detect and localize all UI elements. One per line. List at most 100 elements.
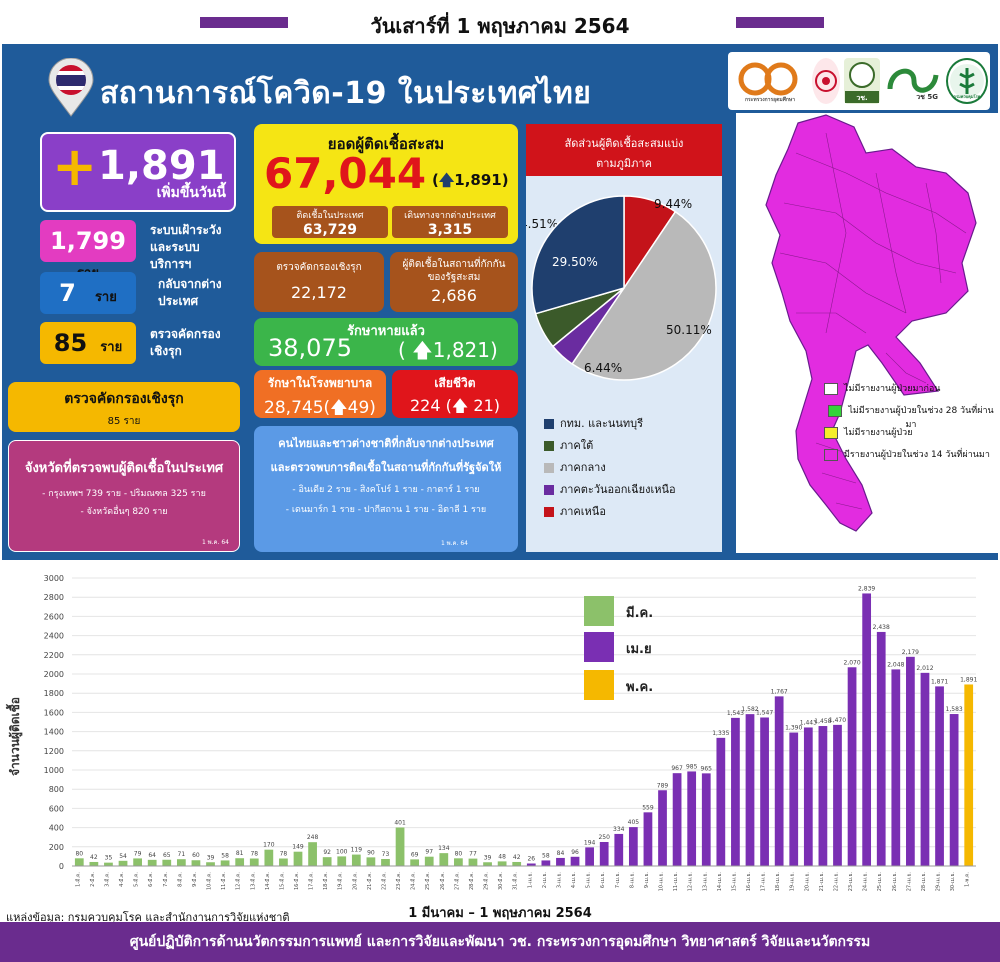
chart-bar-label: 35 xyxy=(105,855,113,862)
map-legend-3-label: มีรายงานผู้ป่วยในช่วง 14 วันที่ผ่านมา xyxy=(844,450,990,460)
deaths-label: เสียชีวิต xyxy=(434,376,476,390)
cumulative-delta: 1,891 xyxy=(454,171,502,189)
chart-x-tick: 11-มี.ค. xyxy=(220,872,227,890)
province-line-1: - กรุงเทพฯ 739 ราย - ปริมณฑล 325 ราย xyxy=(42,489,206,499)
chart-y-tick: 1600 xyxy=(44,708,64,717)
seal-icon xyxy=(812,58,840,104)
returnees-card: คนไทยและชาวต่างชาติที่กลับจากต่างประเทศ … xyxy=(254,426,518,552)
chart-bar-label: 965 xyxy=(701,765,713,772)
new-cases-card: + 1,891 เพิ่มขึ้นวันนี้ xyxy=(40,132,236,212)
chart-bar-label: 71 xyxy=(178,851,186,858)
chart-x-tick: 13-เม.ย. xyxy=(702,872,708,892)
active-screening-cumulative-value: 22,172 xyxy=(291,283,347,302)
chart-y-tick: 2400 xyxy=(44,632,64,641)
chart-x-tick: 19-มี.ค. xyxy=(337,872,344,890)
chart-y-tick: 1200 xyxy=(44,747,64,756)
chart-bar xyxy=(468,858,478,866)
chart-bar-label: 64 xyxy=(148,852,156,859)
returnees-line-3: - อินเดีย 2 ราย - สิงคโปร์ 1 ราย - กาตาร… xyxy=(292,485,480,495)
chart-x-tick: 23-มี.ค. xyxy=(395,872,402,890)
province-date: 1 พ.ค. 64 xyxy=(201,539,229,546)
map-legend-3: มีรายงานผู้ป่วยในช่วง 14 วันที่ผ่านมา xyxy=(824,447,990,461)
chart-bar xyxy=(803,727,813,866)
chart-y-tick: 2600 xyxy=(44,612,64,621)
chart-x-tick: 24-เม.ย. xyxy=(863,872,869,892)
page-title: สถานการณ์โควิด-19 ในประเทศไทย xyxy=(100,76,592,111)
returnees-date: 1 พ.ค. 64 xyxy=(440,540,468,547)
nrct-logo-text: วช. xyxy=(856,94,867,102)
active-screen-count: 85 xyxy=(53,329,88,357)
returnees-desc: กลับจากต่างประเทศ xyxy=(158,277,222,308)
chart-bar-label: 2,012 xyxy=(916,665,933,672)
chart-x-tick: 27-มี.ค. xyxy=(453,872,460,890)
chart-bar-label: 2,048 xyxy=(887,661,904,668)
footer-bar: ศูนย์ปฏิบัติการด้านนวัตกรรมการแพทย์ และก… xyxy=(0,922,1000,962)
chart-bar xyxy=(964,684,974,866)
chart-x-tick: 11-เม.ย. xyxy=(673,872,679,892)
chart-x-tick: 17-เม.ย. xyxy=(761,872,767,892)
pie-panel: 9.44% 50.11% 4.51% 6.44% 29.50% กทม. และนนทบ… xyxy=(520,176,722,552)
chart-bar-label: 96 xyxy=(571,849,579,856)
chart-x-tick: 1-เม.ย. xyxy=(527,872,533,889)
chart-bar xyxy=(628,827,638,866)
chart-x-tick: 4-มี.ค. xyxy=(118,872,125,887)
chart-bar xyxy=(731,717,740,866)
chart-bar-label: 1,547 xyxy=(756,709,773,716)
chart-bar xyxy=(381,858,390,866)
hospital-delta: 49 xyxy=(347,398,370,418)
chart-bar-label: 81 xyxy=(236,850,244,857)
chart-bar xyxy=(249,858,259,866)
source-note: แหล่งข้อมูล: กรมควบคุมโรค และสำนักงานการ… xyxy=(6,911,290,924)
chart-bar-label: 79 xyxy=(134,850,142,857)
ministry-logo-icon: กระทรวงการอุดมศึกษา xyxy=(732,58,808,104)
chart-y-tick: 800 xyxy=(49,785,64,794)
returnees-line-2: และตรวจพบการติดเชื้อในสถานที่กักกันที่รั… xyxy=(270,461,502,474)
chart-x-tick: 12-เม.ย. xyxy=(688,872,694,892)
hospital-value: 28,745 xyxy=(264,398,324,418)
chart-bar-label: 405 xyxy=(628,819,640,826)
chart-bar xyxy=(541,860,551,866)
chart-bar xyxy=(701,773,711,866)
chart-y-label: จำนวนผู้ติดเชื้อ xyxy=(8,697,22,776)
chart-y-tick: 600 xyxy=(49,804,64,813)
pie-slice-label: 9.44% xyxy=(654,197,692,211)
active-screening-title: ตรวจคัดกรองเชิงรุก xyxy=(64,391,184,407)
chart-x-tick: 6-เม.ย. xyxy=(600,872,606,889)
chart-bar-label: 78 xyxy=(250,851,258,858)
chart-bar-label: 77 xyxy=(469,851,477,858)
pie-slice-label: 50.11% xyxy=(666,323,712,337)
chart-bar-label: 1,767 xyxy=(771,688,788,695)
pie-slice xyxy=(571,210,717,381)
recovered-delta: 1,821 xyxy=(432,338,490,362)
chart-bar xyxy=(774,696,784,866)
chart-x-tick: 25-เม.ย. xyxy=(877,872,883,892)
surveillance-count-badge: 1,799 ราย xyxy=(40,220,136,281)
chart-bar-label: 1,390 xyxy=(785,725,802,732)
pie-legend-2: ภาคกลาง xyxy=(544,458,606,476)
chart-legend-april-swatch xyxy=(584,632,614,662)
chart-x-tick: 4-เม.ย. xyxy=(571,872,577,889)
chart-bar xyxy=(599,842,609,866)
quarantine-cumulative-card: ผู้ติดเชื้อในสถานที่กักกันของรัฐสะสม 2,6… xyxy=(390,252,518,312)
pie-legend-0-label: กทม. และนนทบุรี xyxy=(560,417,644,430)
chart-bar xyxy=(322,857,332,866)
chart-bar xyxy=(672,773,682,866)
chart-bar xyxy=(847,667,857,866)
chart-bar xyxy=(439,853,449,866)
chart-bar xyxy=(118,860,128,866)
chart-x-label: 1 มีนาคม – 1 พฤษภาคม 2564 xyxy=(408,906,592,921)
chart-x-tick: 2-มี.ค. xyxy=(89,872,96,887)
chart-bar xyxy=(264,849,274,866)
daily-cases-chart-area: 0 200 400 600 800 1000 1200 1400 1600 1800 2000 220… xyxy=(0,562,1000,921)
chart-x-tick: 13-มี.ค. xyxy=(249,872,256,890)
active-screening-cumulative-label: ตรวจคัดกรองเชิงรุก xyxy=(276,262,362,273)
thailand-map-panel: ไม่มีรายงานผู้ป่วยมาก่อน ไม่มีรายงานผู้ป… xyxy=(736,113,998,553)
chart-bar xyxy=(876,631,886,866)
chart-x-tick: 22-มี.ค. xyxy=(380,872,387,890)
returnees-unit: ราย xyxy=(94,290,117,305)
chart-bar-label: 559 xyxy=(642,804,654,811)
chart-bar-label: 2,070 xyxy=(843,659,860,666)
pie-legend-1-label: ภาคใต้ xyxy=(560,439,594,452)
chart-y-tick: 0 xyxy=(59,862,64,871)
new-cases-label: เพิ่มขึ้นวันนี้ xyxy=(156,185,226,201)
